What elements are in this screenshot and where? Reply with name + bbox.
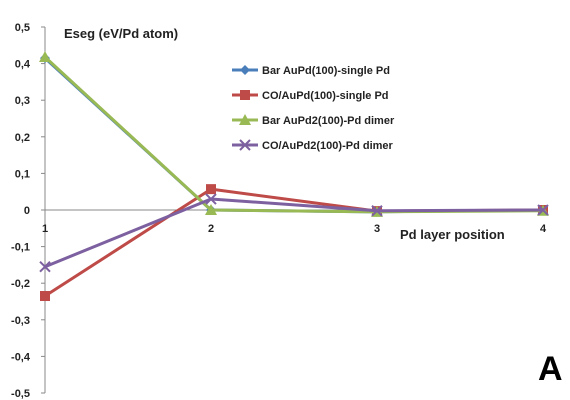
legend-label: CO/AuPd2(100)-Pd dimer xyxy=(262,140,394,152)
legend-marker-stroke xyxy=(239,139,251,151)
legend-label: Bar AuPd(100)-single Pd xyxy=(262,65,390,77)
y-tick-label: 0,3 xyxy=(15,95,30,107)
series-line xyxy=(43,57,544,214)
x-tick-label: 2 xyxy=(208,223,214,235)
data-point xyxy=(371,205,383,217)
axes-group: 0,5 0,4 0,3 0,2 0,1 0 -0,1 -0,2 -0,3 -0,4 -0,5 1 2 3 4 xyxy=(11,22,547,400)
data-point-stroke xyxy=(537,204,549,216)
x-axis-title: Pd layer position xyxy=(400,227,505,242)
y-tick-label: 0 xyxy=(24,205,30,217)
legend-marker xyxy=(239,139,251,151)
y-tick-label: 0,1 xyxy=(15,168,30,180)
data-point xyxy=(206,184,216,195)
legend-item: Bar AuPd2(100)-Pd dimer xyxy=(232,114,395,127)
series-4 xyxy=(39,193,549,273)
legend-label: CO/AuPd(100)-single Pd xyxy=(262,90,389,102)
series-line xyxy=(43,55,544,214)
series-group xyxy=(39,51,549,302)
legend-item: CO/AuPd(100)-single Pd xyxy=(232,90,389,102)
y-tick-label: -0,5 xyxy=(11,388,30,400)
y-tick-label: -0,3 xyxy=(11,315,30,327)
x-tick-label: 3 xyxy=(374,223,380,235)
y-tick-label: 0,4 xyxy=(15,59,31,71)
data-point xyxy=(40,291,50,302)
panel-label: A xyxy=(538,350,563,388)
legend-marker xyxy=(240,65,250,75)
data-point-stroke xyxy=(371,205,383,217)
legend: Bar AuPd(100)-single Pd CO/AuPd(100)-sing… xyxy=(232,65,395,152)
data-point-stroke xyxy=(205,193,217,205)
series-1 xyxy=(40,53,548,217)
data-point-stroke xyxy=(39,261,51,273)
y-tick-label: 0,5 xyxy=(15,22,30,34)
legend-item: Bar AuPd(100)-single Pd xyxy=(232,65,390,77)
data-point xyxy=(205,193,217,205)
x-tick-label: 1 xyxy=(42,223,48,235)
legend-marker xyxy=(240,90,250,100)
data-point xyxy=(39,261,51,273)
data-point xyxy=(39,51,51,63)
y-tick-label: -0,4 xyxy=(11,351,31,363)
series-line xyxy=(44,197,544,269)
data-point xyxy=(205,204,217,215)
legend-marker xyxy=(239,114,251,125)
y-tick-label: 0,2 xyxy=(15,132,30,144)
legend-item: CO/AuPd2(100)-Pd dimer xyxy=(232,139,394,152)
legend-label: Bar AuPd2(100)-Pd dimer xyxy=(262,115,395,127)
y-axis-title: Eseg (eV/Pd atom) xyxy=(64,26,178,41)
data-point xyxy=(537,204,549,216)
series-2 xyxy=(40,184,548,302)
y-tick-label: -0,2 xyxy=(11,278,30,290)
y-tick-label: -0,1 xyxy=(11,242,30,254)
x-tick-label: 4 xyxy=(540,223,547,235)
